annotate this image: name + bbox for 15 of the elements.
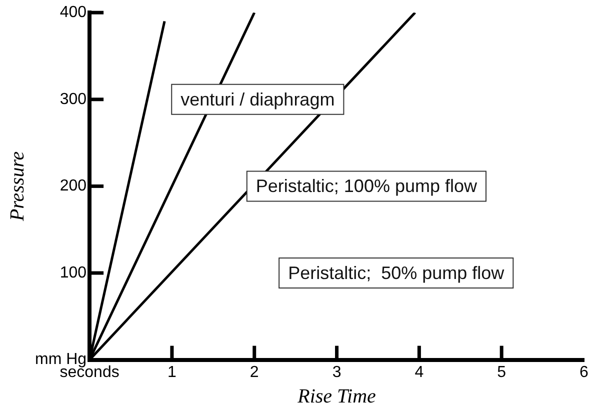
y-tick-label: 300 — [60, 90, 87, 108]
y-tick-label: 100 — [60, 264, 87, 282]
annotation: Peristaltic; 50% pump flow — [288, 262, 506, 283]
y-tick-label: 200 — [60, 178, 87, 195]
x-axis-title: Rise Time — [296, 385, 376, 408]
annotation: venturi / diaphragm — [180, 89, 335, 110]
y-axis-title: Pressure — [6, 151, 28, 222]
x-tick-label: 1 — [168, 364, 177, 381]
x-tick-label: 5 — [497, 364, 506, 381]
x-tick-label: 3 — [332, 364, 342, 381]
y-tick-label: 400 — [60, 4, 87, 22]
annotation: Peristaltic; 100% pump flow — [256, 176, 478, 196]
x-tick-label: 4 — [414, 364, 424, 381]
x-tick-label: 6 — [580, 364, 589, 381]
x-tick-label: 2 — [250, 364, 259, 381]
